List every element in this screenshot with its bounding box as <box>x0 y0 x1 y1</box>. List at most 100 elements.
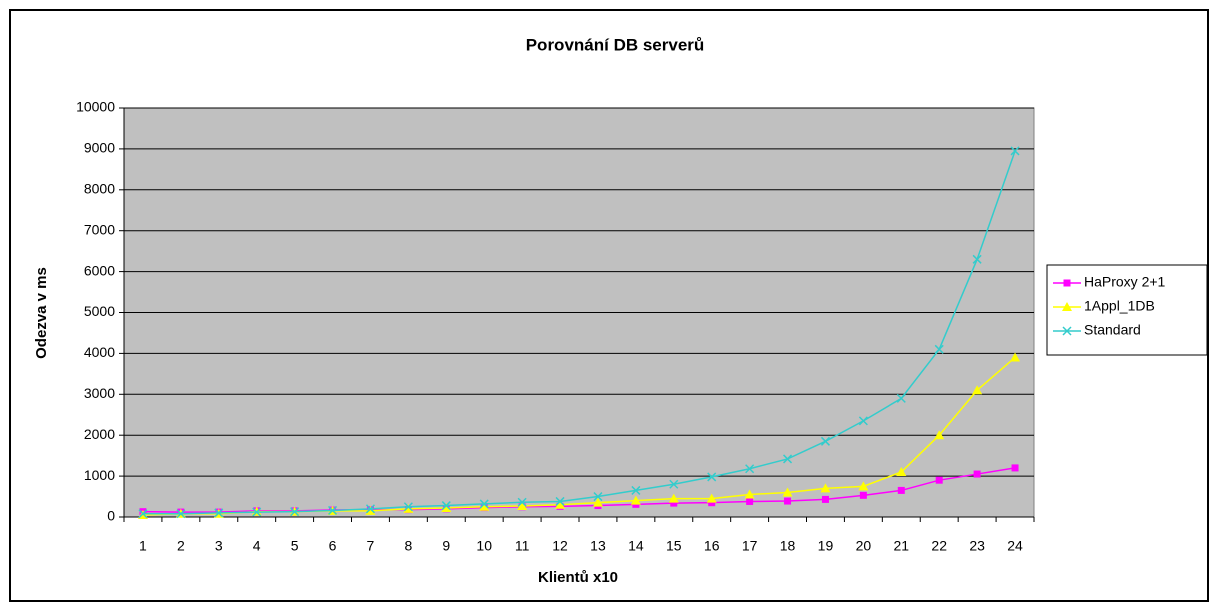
data-point <box>782 487 793 497</box>
x-tick-label: 3 <box>215 538 223 554</box>
chart-title: Porovnání DB serverů <box>526 35 705 54</box>
x-tick-label: 14 <box>628 538 644 554</box>
x-tick-label: 23 <box>969 538 985 554</box>
data-point <box>935 476 943 484</box>
x-tick-label: 2 <box>177 538 185 554</box>
y-tick-label: 10000 <box>76 99 115 115</box>
data-point <box>896 467 907 477</box>
x-tick-label: 18 <box>780 538 796 554</box>
data-point <box>555 496 565 506</box>
y-tick-label: 0 <box>107 508 115 524</box>
x-tick-label: 12 <box>552 538 568 554</box>
legend-label: 1Appl_1DB <box>1084 298 1155 314</box>
y-tick-label: 9000 <box>84 140 115 156</box>
data-point <box>708 499 716 507</box>
data-point <box>934 430 945 440</box>
data-point <box>820 436 830 446</box>
data-point <box>668 493 679 503</box>
data-point <box>441 503 452 513</box>
data-point <box>972 385 983 395</box>
x-tick-label: 16 <box>704 538 720 554</box>
series-line <box>142 467 1016 513</box>
data-point <box>973 470 981 478</box>
x-tick-label: 21 <box>894 538 910 554</box>
data-point <box>669 479 679 489</box>
data-point <box>821 495 829 503</box>
data-point <box>593 492 603 502</box>
legend-marker <box>1062 302 1072 311</box>
data-point <box>934 344 944 354</box>
y-axis-title: Odezva v ms <box>33 267 50 359</box>
x-tick-label: 11 <box>515 538 530 554</box>
x-tick-label: 24 <box>1007 538 1023 554</box>
data-point <box>1010 352 1021 362</box>
data-point <box>290 507 300 517</box>
legend-label: Standard <box>1084 322 1141 338</box>
x-tick-label: 5 <box>291 538 299 554</box>
y-tick-label: 2000 <box>84 426 115 442</box>
data-point <box>858 416 868 426</box>
data-point <box>1010 146 1020 156</box>
legend <box>1046 264 1208 356</box>
y-tick-label: 4000 <box>84 344 115 360</box>
data-point <box>365 505 376 515</box>
data-point <box>403 502 413 512</box>
y-tick-label: 7000 <box>84 221 115 237</box>
y-tick-label: 5000 <box>84 303 115 319</box>
x-tick-label: 15 <box>666 538 682 554</box>
data-point <box>479 501 490 511</box>
data-point <box>517 500 528 510</box>
x-tick-label: 17 <box>742 538 758 554</box>
x-tick-label: 19 <box>818 538 834 554</box>
y-tick-label: 8000 <box>84 181 115 197</box>
x-tick-label: 9 <box>442 538 450 554</box>
x-tick-label: 22 <box>931 538 947 554</box>
data-point <box>859 491 867 499</box>
data-point <box>783 454 793 464</box>
data-point <box>630 495 641 505</box>
x-tick-label: 1 <box>139 538 147 554</box>
data-point <box>631 485 641 495</box>
data-point <box>972 254 982 264</box>
data-point <box>745 464 755 474</box>
data-point <box>897 486 905 494</box>
legend-label: HaProxy 2+1 <box>1084 274 1166 290</box>
data-point <box>746 497 754 505</box>
data-point <box>820 483 831 493</box>
data-point <box>555 499 566 509</box>
x-tick-label: 8 <box>404 538 412 554</box>
data-point <box>592 497 603 507</box>
data-point <box>784 497 792 505</box>
data-point <box>138 509 148 519</box>
data-point <box>479 499 489 509</box>
x-tick-label: 7 <box>367 538 375 554</box>
data-point <box>1011 464 1019 472</box>
y-tick-label: 6000 <box>84 262 115 278</box>
data-point <box>707 472 717 482</box>
data-point <box>441 501 451 511</box>
series-line <box>142 150 1016 515</box>
data-point <box>214 508 224 518</box>
legend-marker <box>1062 326 1072 336</box>
data-point <box>670 499 678 507</box>
data-point <box>252 507 262 517</box>
data-point <box>744 489 755 499</box>
x-tick-label: 6 <box>329 538 337 554</box>
data-point <box>328 505 338 515</box>
data-point <box>706 493 717 503</box>
data-point <box>517 497 527 507</box>
data-point <box>403 503 414 513</box>
x-tick-label: 4 <box>253 538 261 554</box>
legend-marker <box>1063 279 1071 287</box>
x-tick-label: 20 <box>856 538 872 554</box>
data-point <box>365 504 375 514</box>
x-axis-title: Klientů x10 <box>538 569 618 586</box>
x-tick-label: 13 <box>590 538 606 554</box>
data-point <box>896 393 906 403</box>
data-point <box>858 481 869 491</box>
y-tick-label: 1000 <box>84 467 115 483</box>
y-tick-label: 3000 <box>84 385 115 401</box>
data-point <box>176 509 186 519</box>
x-tick-label: 10 <box>476 538 492 554</box>
